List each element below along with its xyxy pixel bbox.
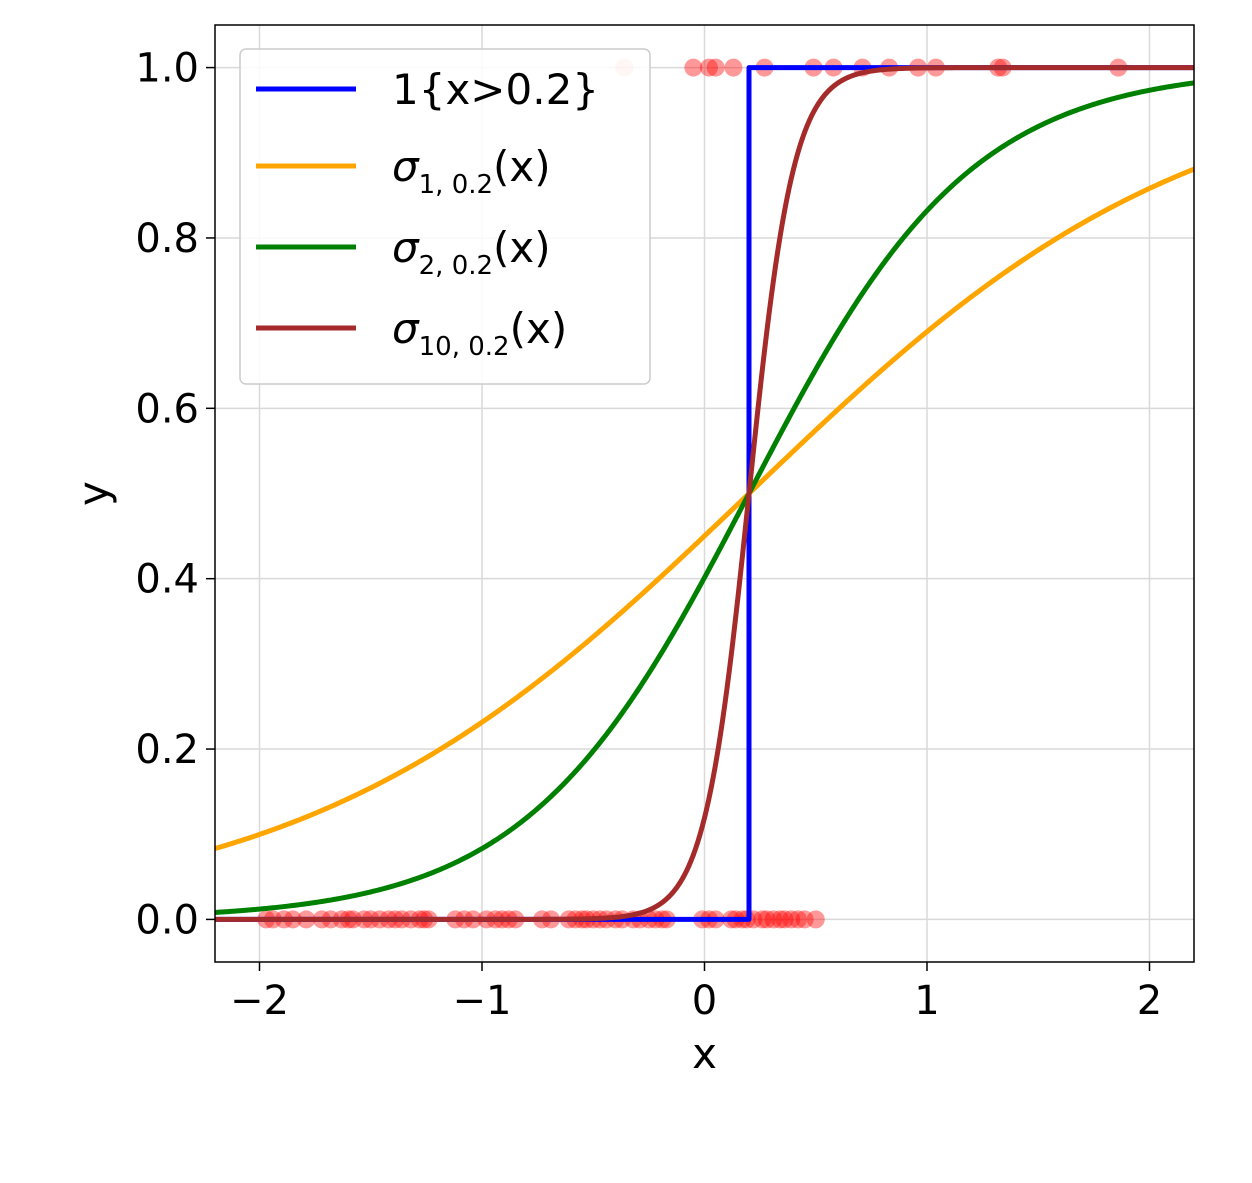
legend-label-name: σ: [392, 223, 420, 272]
y-tick-label: 0.0: [135, 897, 199, 943]
scatter-point: [782, 910, 801, 929]
x-tick-label: 1: [914, 978, 939, 1024]
legend-label-suffix: (x): [510, 304, 568, 353]
legend-label-name: σ: [392, 304, 420, 353]
series-line: [214, 166, 1195, 851]
legend-label-name: σ: [392, 142, 420, 191]
ticks: [206, 66, 1151, 971]
y-tick-label: 0.2: [135, 727, 199, 773]
x-tick-label: 0: [692, 978, 717, 1024]
legend-label-subscript: 2, 0.2: [419, 251, 493, 281]
x-axis-label: x: [692, 1029, 717, 1078]
scatter-point: [771, 910, 790, 929]
scatter-point: [788, 910, 807, 929]
y-tick-label: 0.8: [135, 216, 199, 262]
legend-label-subscript: 1, 0.2: [419, 170, 493, 200]
series-line: [214, 65, 1195, 922]
scatter-point: [706, 58, 725, 77]
legend: 1{x>0.2}σ1, 0.2(x)σ2, 0.2(x)σ10, 0.2(x): [239, 48, 651, 385]
scatter-point: [806, 910, 825, 929]
scatter-point: [764, 910, 783, 929]
scatter-point: [795, 910, 814, 929]
x-tick-label: −2: [230, 978, 289, 1024]
series-line: [214, 80, 1195, 915]
scatter-point: [724, 58, 743, 77]
scatter-point: [775, 910, 794, 929]
legend-label-suffix: (x): [493, 223, 551, 272]
scatter-point: [684, 58, 703, 77]
legend-box: [239, 48, 651, 385]
tick-labels: −2 −1 0 1 2 0.0 0.2 0.4 0.6 0.8 1.0: [135, 46, 1162, 1024]
legend-label-subscript: 10, 0.2: [419, 332, 510, 362]
legend-label: σ1, 0.2(x): [392, 142, 551, 200]
y-axis-label: y: [69, 481, 118, 506]
series-lines: [214, 65, 1195, 922]
x-tick-label: −1: [453, 978, 512, 1024]
legend-label: σ10, 0.2(x): [392, 304, 567, 362]
legend-label-name: 1{x>0.2}: [392, 65, 599, 114]
legend-label: σ2, 0.2(x): [392, 223, 551, 281]
scatter-point: [757, 910, 776, 929]
scatter-point: [753, 910, 772, 929]
scatter-point: [699, 58, 718, 77]
legend-label-suffix: (x): [493, 142, 551, 191]
y-tick-label: 0.4: [135, 557, 199, 603]
y-tick-label: 1.0: [135, 46, 199, 92]
x-tick-label: 2: [1137, 978, 1162, 1024]
y-tick-label: 0.6: [135, 386, 199, 432]
legend-label: 1{x>0.2}: [392, 65, 599, 114]
